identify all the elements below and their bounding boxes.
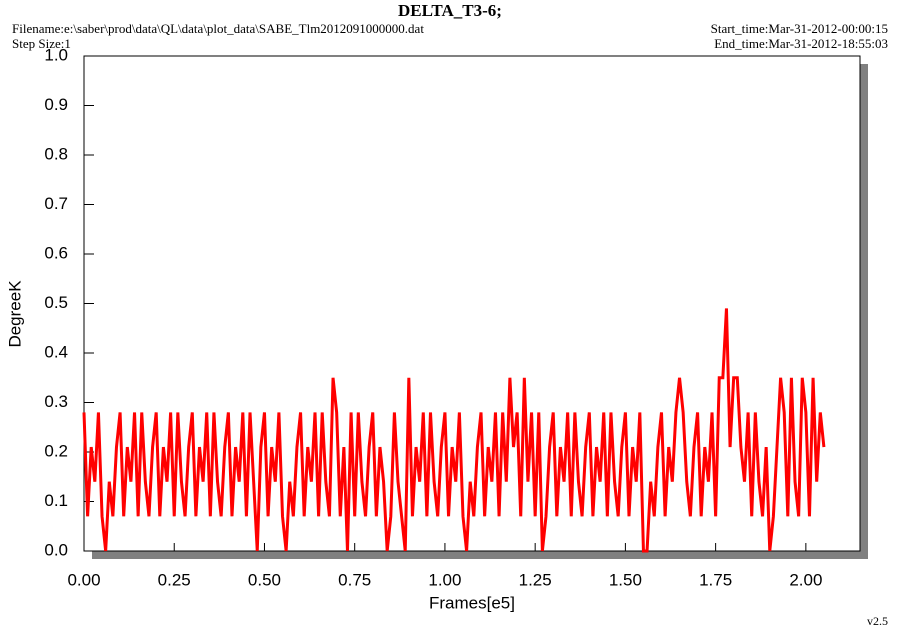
data-line bbox=[82, 308, 826, 553]
y-tick-label: 0.0 bbox=[44, 540, 68, 559]
x-tick-label: 2.00 bbox=[789, 570, 822, 589]
y-tick-label: 0.7 bbox=[44, 194, 68, 213]
x-tick-label: 0.75 bbox=[338, 570, 371, 589]
y-tick-label: 0.3 bbox=[44, 392, 68, 411]
x-tick-label: 0.50 bbox=[248, 570, 281, 589]
step-size: Step Size:1 bbox=[12, 36, 71, 51]
y-tick-label: 0.4 bbox=[44, 342, 68, 361]
filename: Filename:e:\saber\prod\data\QL\data\plot… bbox=[12, 21, 424, 36]
version: v2.5 bbox=[867, 614, 888, 628]
y-tick-label: 0.8 bbox=[44, 144, 68, 163]
chart-title: DELTA_T3-6; bbox=[398, 1, 502, 20]
y-tick-label: 1.0 bbox=[44, 45, 68, 64]
x-tick-label: 1.75 bbox=[699, 570, 732, 589]
x-tick-label: 0.00 bbox=[67, 570, 100, 589]
y-tick-label: 0.1 bbox=[44, 491, 68, 510]
start-time: Start_time:Mar-31-2012-00:00:15 bbox=[711, 21, 888, 36]
y-axis-label: DegreeK bbox=[5, 280, 24, 348]
y-tick-label: 0.6 bbox=[44, 243, 68, 262]
x-axis-label: Frames[e5] bbox=[429, 593, 515, 612]
y-tick-label: 0.5 bbox=[44, 293, 68, 312]
y-tick-label: 0.2 bbox=[44, 441, 68, 460]
y-tick-label: 0.9 bbox=[44, 95, 68, 114]
x-tick-label: 1.50 bbox=[609, 570, 642, 589]
end-time: End_time:Mar-31-2012-18:55:03 bbox=[714, 36, 888, 51]
x-tick-label: 1.25 bbox=[519, 570, 552, 589]
x-tick-label: 0.25 bbox=[158, 570, 191, 589]
x-tick-label: 1.00 bbox=[428, 570, 461, 589]
